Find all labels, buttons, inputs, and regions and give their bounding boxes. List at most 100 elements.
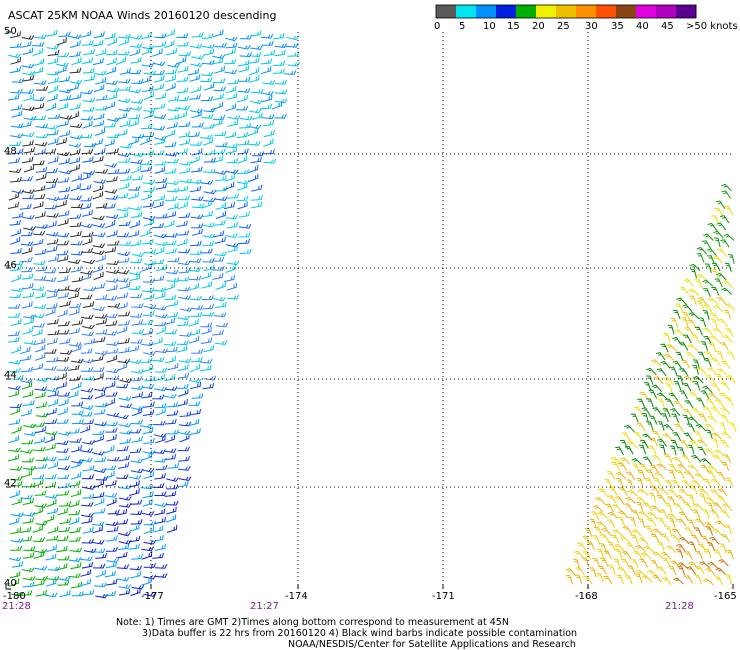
wind-barb (10, 345, 21, 354)
wind-barb (188, 401, 201, 406)
wind-barb (715, 520, 726, 528)
wind-barb (190, 214, 204, 220)
wind-barb (69, 195, 82, 201)
wind-barb (45, 553, 57, 561)
wind-barb (212, 272, 224, 280)
wind-barb (722, 503, 733, 512)
wind-barb (129, 220, 140, 229)
wind-barb (236, 169, 250, 175)
wind-barb (165, 151, 178, 157)
wind-barb (687, 464, 699, 473)
wind-barb (116, 192, 129, 199)
wind-barb (212, 57, 224, 65)
wind-barb (705, 526, 714, 536)
wind-barb (81, 561, 94, 569)
wind-barb (166, 277, 180, 283)
wind-barb (31, 313, 45, 319)
wind-barb (57, 465, 71, 471)
wind-barb (667, 324, 675, 335)
wind-barb (142, 216, 156, 221)
wind-barb (624, 503, 633, 513)
wind-barb (82, 440, 95, 445)
wind-barb (688, 288, 700, 296)
wind-barb (212, 29, 224, 38)
wind-barb (603, 575, 613, 585)
wind-barb (71, 419, 84, 425)
wind-barb (119, 119, 131, 128)
wind-barb (626, 542, 636, 552)
wind-barb (695, 518, 705, 527)
wind-barb (57, 177, 70, 183)
wind-barb (152, 337, 163, 346)
wind-barb (32, 322, 46, 328)
wind-barb (707, 415, 718, 424)
wind-barb (10, 228, 22, 237)
wind-barb (11, 561, 24, 568)
wind-barb (11, 480, 23, 488)
wind-barb (58, 75, 71, 83)
wind-barb (70, 183, 81, 192)
wind-barb (11, 374, 24, 380)
wind-barb (106, 92, 118, 101)
wind-barb (57, 194, 69, 200)
wind-barb (21, 246, 33, 255)
wind-barb (59, 590, 71, 598)
wind-barb (716, 296, 727, 305)
wind-barb (21, 301, 33, 309)
wind-barb (154, 491, 167, 497)
wind-barb (178, 248, 191, 254)
wind-barb (69, 480, 81, 487)
wind-barb (105, 320, 118, 327)
wind-barb (200, 134, 213, 140)
wind-barb (639, 463, 649, 473)
wind-barb (260, 103, 273, 110)
wind-barb (165, 506, 177, 515)
wind-barb (8, 435, 20, 444)
wind-barb (129, 106, 143, 111)
wind-barb (69, 134, 83, 140)
wind-barb (92, 264, 103, 273)
wind-barb (33, 80, 47, 85)
wind-barb (20, 41, 32, 48)
wind-barb (104, 570, 116, 578)
wind-barb (711, 358, 721, 367)
wind-barb (68, 327, 80, 335)
wind-barb (91, 250, 105, 255)
wind-barb (143, 437, 155, 445)
wind-barb (709, 312, 720, 321)
legend-swatch (596, 5, 617, 18)
wind-barb (712, 304, 724, 313)
wind-barb (164, 448, 177, 453)
wind-barb (165, 356, 177, 364)
wind-barb (178, 465, 191, 471)
wind-barb (176, 383, 189, 389)
wind-barb (665, 398, 675, 408)
wind-barb (56, 366, 69, 372)
wind-barb (179, 178, 193, 184)
wind-barb (201, 200, 212, 209)
wind-barb (619, 536, 631, 544)
wind-barb (619, 439, 628, 449)
wind-barb (618, 487, 628, 496)
wind-barb (34, 386, 48, 392)
wind-barb (11, 212, 24, 219)
wind-barb (56, 381, 67, 389)
wind-barb (223, 202, 235, 210)
wind-barb (251, 112, 263, 120)
wind-barb (227, 245, 238, 253)
wind-barb (154, 473, 166, 480)
wind-barb (35, 166, 48, 173)
wind-barb (715, 373, 724, 383)
wind-barb (676, 518, 687, 527)
wind-barb (263, 138, 274, 147)
wind-barb (141, 577, 152, 586)
wind-barb (672, 456, 683, 465)
wind-barb (139, 228, 151, 238)
wind-barb (624, 575, 633, 585)
wind-barb (200, 364, 212, 372)
wind-barb (237, 45, 251, 50)
wind-barb (70, 460, 81, 469)
wind-barb (140, 32, 152, 40)
wind-barb (9, 42, 22, 49)
wind-barb (698, 413, 708, 423)
